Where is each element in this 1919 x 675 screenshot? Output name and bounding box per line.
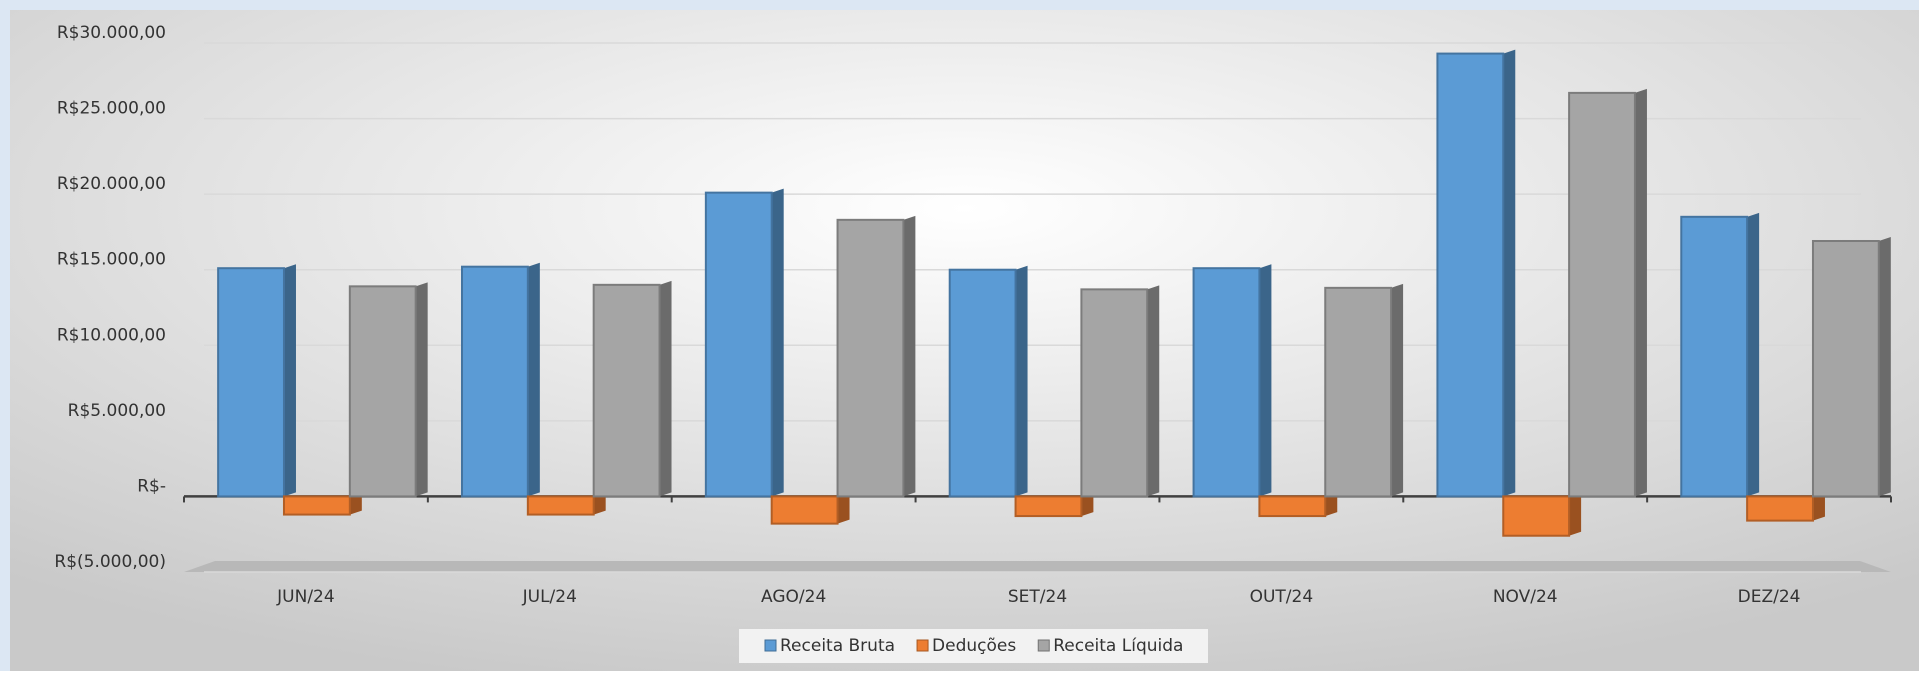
bar [460, 265, 529, 498]
bar-side [1569, 492, 1582, 536]
bar-side [1259, 264, 1272, 497]
bar [1680, 215, 1749, 498]
bar [217, 267, 285, 498]
bar-side [593, 492, 606, 515]
bar [704, 191, 773, 498]
y-tick-label: R$20.000,00 [57, 174, 166, 194]
bar [1436, 52, 1505, 498]
bar [1192, 267, 1261, 498]
x-tick-label: SET/24 [1008, 587, 1067, 607]
legend-swatch [916, 639, 929, 652]
bar-side [1015, 265, 1028, 497]
bar-side [1878, 236, 1891, 497]
floor [184, 561, 1891, 572]
bar [592, 283, 661, 498]
x-tick-label: OUT/24 [1250, 587, 1314, 607]
legend-swatch [764, 639, 777, 652]
bar-side [1081, 492, 1094, 517]
x-tick-label: DEZ/24 [1738, 587, 1801, 607]
legend-swatch [1037, 639, 1050, 652]
bar [1258, 495, 1327, 518]
x-tick-label: JUL/24 [522, 587, 577, 607]
bar-side [415, 282, 428, 497]
bar-side [1391, 283, 1404, 497]
bar-side [349, 492, 362, 515]
x-tick-label: AGO/24 [761, 587, 826, 607]
bar-side [527, 262, 540, 497]
bar [1502, 495, 1571, 537]
y-tick-label: R$30.000,00 [57, 23, 166, 43]
bar [282, 495, 351, 516]
bar [348, 285, 417, 498]
legend-label: Receita Líquida [1053, 636, 1183, 656]
bar-side [1812, 492, 1825, 521]
bar-side [1747, 212, 1760, 497]
y-tick-label: R$(5.000,00) [54, 552, 166, 572]
legend-box [739, 629, 1208, 663]
bar [1811, 239, 1880, 498]
bar-side [1147, 285, 1160, 497]
bar [1324, 286, 1393, 498]
bar-side [771, 188, 784, 497]
bar [836, 218, 905, 498]
bar-side [659, 280, 672, 497]
x-tick-label: NOV/24 [1493, 587, 1558, 607]
x-tick-label: JUN/24 [276, 587, 335, 607]
bar [1746, 495, 1814, 522]
y-tick-label: R$25.000,00 [57, 99, 166, 119]
bar-side [1634, 88, 1647, 497]
bar-side [1503, 49, 1516, 497]
y-tick-label: R$15.000,00 [57, 250, 166, 270]
bar [526, 495, 595, 516]
legend-label: Deduções [932, 636, 1016, 656]
y-tick-label: R$- [137, 476, 166, 496]
y-tick-label: R$10.000,00 [57, 325, 166, 345]
bar-side [1325, 492, 1338, 517]
bar [1080, 288, 1149, 498]
y-tick-label: R$5.000,00 [68, 401, 166, 421]
bar-side [903, 215, 916, 497]
legend-label: Receita Bruta [780, 636, 895, 656]
bar [948, 268, 1017, 498]
bar-side [837, 492, 850, 524]
bar [1568, 91, 1636, 498]
bar-side [283, 264, 296, 497]
bar [1014, 495, 1083, 518]
bar [770, 495, 839, 525]
